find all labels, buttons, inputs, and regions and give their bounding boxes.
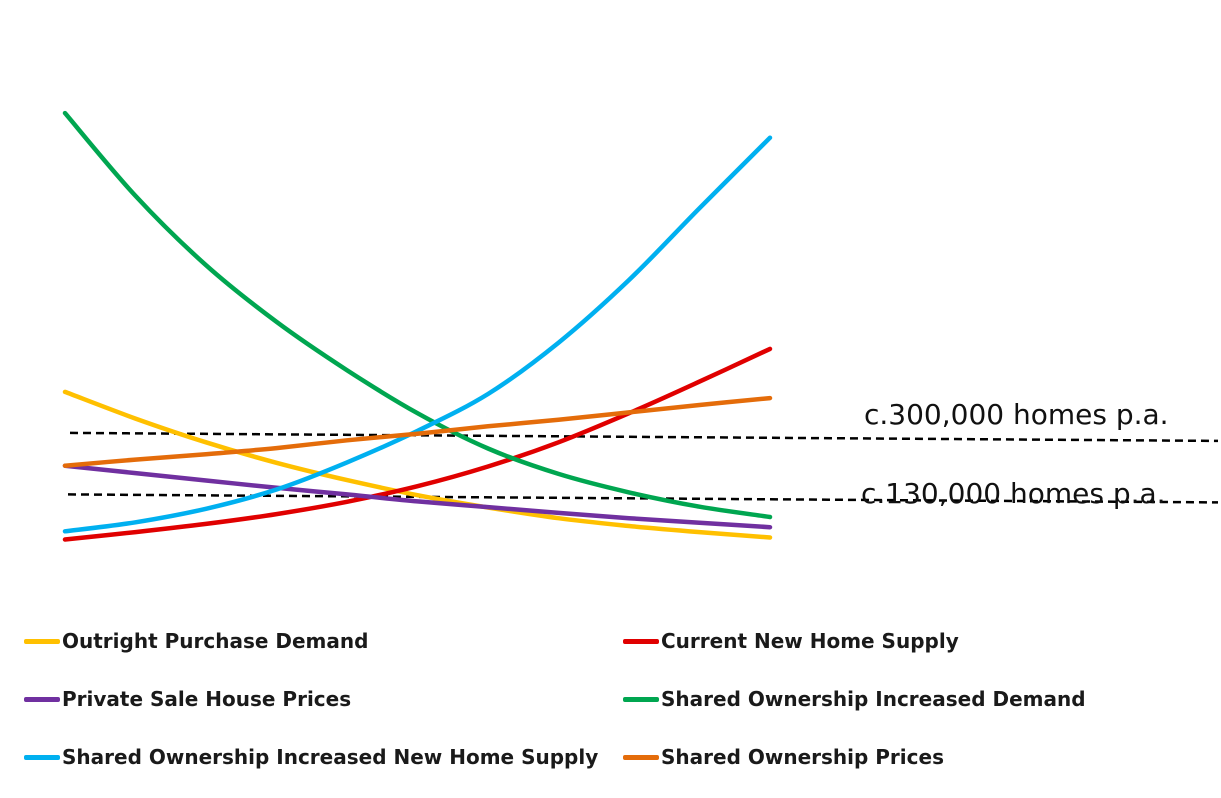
legend-label: Outright Purchase Demand (62, 629, 369, 653)
legend-swatch (623, 754, 659, 760)
series-lines (62, 110, 773, 542)
legend-label: Shared Ownership Increased Demand (661, 687, 1086, 711)
legend-swatch (623, 696, 659, 702)
legend-item-private-sale-house-prices: Private Sale House Prices (24, 684, 351, 714)
legend-swatch (623, 638, 659, 644)
legend: Outright Purchase Demand Current New Hom… (0, 612, 1221, 792)
reference-label-300k: c.300,000 homes p.a. (864, 398, 1169, 431)
legend-label: Current New Home Supply (661, 629, 959, 653)
legend-item-shared-ownership-prices: Shared Ownership Prices (623, 742, 944, 772)
series-line-shared-ownership-increased-demand (62, 110, 773, 520)
series-line-current-new-home-supply (62, 346, 773, 542)
legend-item-current-new-home-supply: Current New Home Supply (623, 626, 959, 656)
chart: c.300,000 homes p.a. c.130,000 homes p.a… (62, 110, 1219, 542)
reference-label-130k: c.130,000 homes p.a. (861, 477, 1166, 510)
legend-item-outright-purchase-demand: Outright Purchase Demand (24, 626, 368, 656)
series-line-shared-ownership-increased-new-home-supply (62, 135, 773, 534)
legend-swatch (24, 696, 60, 702)
reference-line-130k (67, 493, 1219, 504)
legend-item-shared-ownership-increased-new-home-supply: Shared Ownership Increased New Home Supp… (24, 742, 598, 772)
legend-label: Shared Ownership Prices (661, 745, 944, 769)
series-line-outright-purchase-demand (62, 389, 773, 540)
series-line-shared-ownership-prices (62, 395, 773, 468)
legend-swatch (24, 754, 60, 760)
reference-line-300k (69, 431, 1219, 443)
reference-lines (67, 431, 1219, 504)
legend-label: Shared Ownership Increased New Home Supp… (62, 745, 599, 769)
legend-swatch (24, 638, 60, 644)
legend-label: Private Sale House Prices (62, 687, 352, 711)
series-line-private-sale-house-prices (62, 463, 773, 530)
legend-item-shared-ownership-increased-demand: Shared Ownership Increased Demand (623, 684, 1086, 714)
